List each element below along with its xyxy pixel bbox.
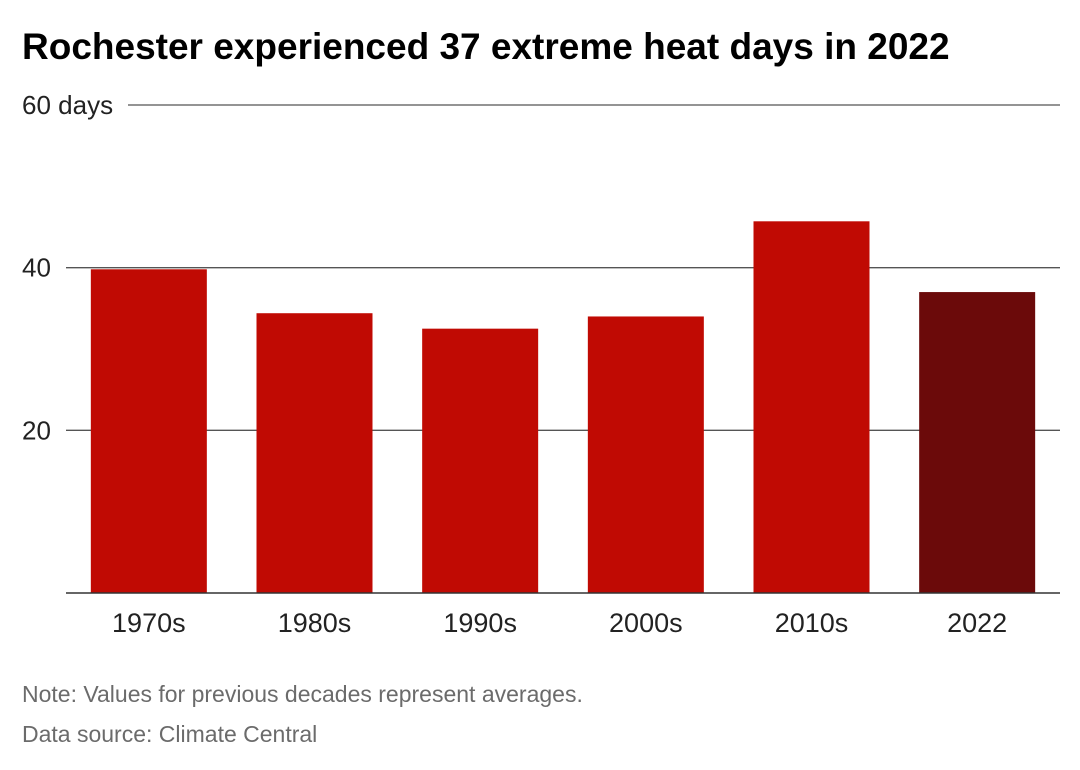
bar-2000s xyxy=(587,316,704,593)
data-source: Data source: Climate Central xyxy=(22,721,318,747)
y-tick-label-20: 20 xyxy=(22,415,51,445)
bar-chart: 20 40 60 days 1970s 1980s 1990s 2000s 2010s 202… xyxy=(22,90,1060,638)
x-tick-label-2022: 2022 xyxy=(947,608,1007,638)
x-tick-label-1980s: 1980s xyxy=(278,608,352,638)
x-tick-label-1970s: 1970s xyxy=(112,608,186,638)
chart-note: Note: Values for previous decades repres… xyxy=(22,681,583,707)
y-tick-label-40: 40 xyxy=(22,253,51,283)
bar-2010s xyxy=(753,221,870,593)
bar-2022 xyxy=(919,292,1036,593)
bars xyxy=(90,221,1036,593)
bar-1970s xyxy=(90,269,207,593)
x-tick-label-2000s: 2000s xyxy=(609,608,683,638)
bar-1980s xyxy=(256,313,373,593)
y-tick-label-60: 60 days xyxy=(22,90,113,120)
x-tick-labels: 1970s 1980s 1990s 2000s 2010s 2022 xyxy=(112,608,1007,638)
x-tick-label-1990s: 1990s xyxy=(443,608,517,638)
y-tick-labels: 20 40 60 days xyxy=(22,90,113,445)
bar-1990s xyxy=(422,328,539,593)
chart-title: Rochester experienced 37 extreme heat da… xyxy=(22,26,950,67)
gridlines xyxy=(66,104,1060,431)
x-tick-label-2010s: 2010s xyxy=(775,608,849,638)
